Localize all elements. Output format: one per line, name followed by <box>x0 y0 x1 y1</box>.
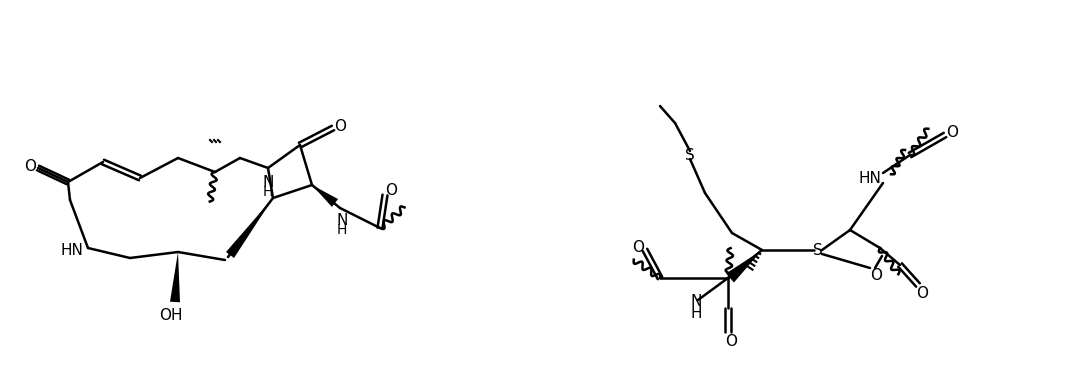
Text: O: O <box>632 240 644 254</box>
Text: S: S <box>686 147 695 162</box>
Text: N: N <box>690 295 702 309</box>
Text: O: O <box>916 285 928 301</box>
Text: H: H <box>263 185 273 199</box>
Polygon shape <box>170 252 180 302</box>
Text: S: S <box>813 243 822 257</box>
Text: O: O <box>870 269 882 283</box>
Text: O: O <box>23 159 36 173</box>
Polygon shape <box>312 185 339 207</box>
Text: HN: HN <box>61 243 83 257</box>
Text: O: O <box>946 125 958 139</box>
Text: N: N <box>263 175 273 189</box>
Polygon shape <box>726 250 761 283</box>
Polygon shape <box>226 198 273 258</box>
Text: O: O <box>334 118 346 133</box>
Text: N: N <box>336 212 348 228</box>
Text: H: H <box>336 223 347 237</box>
Text: HN: HN <box>859 170 881 186</box>
Text: O: O <box>725 335 737 350</box>
Text: O: O <box>384 183 397 197</box>
Text: OH: OH <box>159 309 183 324</box>
Text: H: H <box>690 306 702 320</box>
